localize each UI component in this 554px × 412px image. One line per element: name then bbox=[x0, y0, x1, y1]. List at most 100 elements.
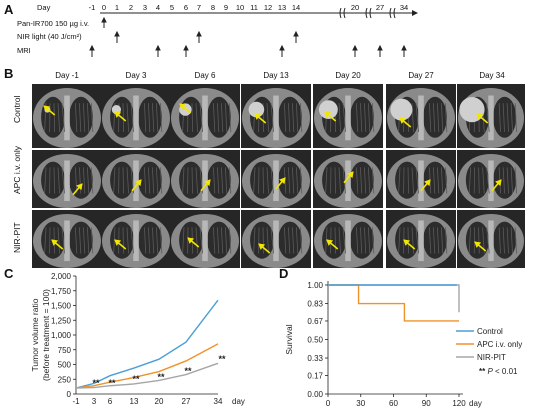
mri-lung-left bbox=[250, 221, 274, 259]
mri-vessel bbox=[510, 103, 513, 133]
mri-mediastinum bbox=[133, 220, 139, 262]
timeline-day-16: 20 bbox=[350, 3, 360, 12]
chartC-y-tick-label: 1,500 bbox=[51, 302, 72, 311]
mri-tumor bbox=[459, 97, 485, 123]
mri-vessel bbox=[342, 103, 346, 133]
chartD-x-label: day bbox=[469, 399, 482, 408]
chartC-significance-4: ** bbox=[184, 366, 192, 376]
mri-mediastinum bbox=[418, 95, 424, 141]
panel-label-d: D bbox=[279, 266, 289, 281]
mri-vessel bbox=[217, 227, 220, 254]
mri-vessel bbox=[288, 103, 291, 133]
chartC-y-tick-label: 250 bbox=[58, 375, 72, 384]
mri-vessel bbox=[502, 227, 505, 254]
mri-vessel bbox=[61, 227, 65, 254]
mri-day-header-3: Day 13 bbox=[263, 71, 289, 80]
mri-image-r1-c5 bbox=[386, 150, 456, 208]
mri-vessel bbox=[44, 227, 47, 254]
mri-vessel bbox=[502, 167, 505, 194]
chartD-y-tick-label: 0.67 bbox=[307, 317, 323, 326]
mri-vessel bbox=[182, 167, 185, 194]
mri-vessel bbox=[75, 103, 78, 133]
mri-row-label-control: Control bbox=[12, 95, 22, 123]
mri-vessel bbox=[270, 103, 274, 133]
mri-image-r2-c5 bbox=[386, 210, 456, 268]
mri-image-r1-c2 bbox=[170, 150, 240, 208]
mri-vessel bbox=[498, 103, 501, 133]
mri-arrow bbox=[51, 239, 64, 250]
chartD-series-2 bbox=[328, 284, 460, 313]
mri-vessel bbox=[87, 103, 90, 133]
mri-vessel bbox=[83, 227, 86, 254]
mri-vessel bbox=[126, 167, 129, 194]
mri-vessel bbox=[296, 167, 299, 194]
chartD-y-label: Survival bbox=[284, 324, 294, 354]
mri-lung-right bbox=[69, 221, 93, 259]
mri-vessel bbox=[364, 103, 367, 133]
mri-vessel bbox=[368, 167, 371, 194]
chartD-y-tick-label: 0.50 bbox=[307, 336, 323, 345]
mri-arrow-head bbox=[204, 179, 211, 187]
mri-lung-left bbox=[250, 161, 274, 199]
chartC-series-2 bbox=[75, 362, 219, 389]
mri-lung-right bbox=[138, 161, 162, 199]
chartD-y-tick-label: 0.33 bbox=[307, 354, 323, 363]
mri-lung-right bbox=[207, 96, 231, 138]
mri-vessel bbox=[266, 103, 269, 133]
mri-vessel bbox=[300, 227, 303, 254]
mri-arrow bbox=[200, 179, 211, 192]
mri-arrow bbox=[43, 105, 56, 116]
mri-vessel bbox=[433, 103, 436, 133]
mri-vessel bbox=[199, 103, 203, 133]
mri-vessel bbox=[152, 227, 155, 254]
mri-image-r0-c5 bbox=[386, 84, 456, 148]
mri-vessel bbox=[113, 167, 116, 194]
timeline-axis bbox=[89, 7, 418, 57]
chartC-x-tick-label: 6 bbox=[108, 397, 113, 406]
mri-arrow bbox=[114, 111, 127, 122]
mri-vessel bbox=[195, 227, 198, 254]
mri-image-r0-c3 bbox=[241, 84, 311, 148]
mri-vessel bbox=[368, 103, 371, 133]
arrow-injection-day0-head bbox=[101, 16, 107, 23]
arrow-nir-day14-head bbox=[293, 30, 299, 37]
mri-lung-right bbox=[423, 161, 447, 199]
chartC-x-label: day bbox=[232, 397, 245, 406]
chartD-y-tick-label: 0.83 bbox=[307, 300, 323, 309]
timeline-day-5: 4 bbox=[155, 3, 161, 12]
mri-arrow bbox=[420, 179, 431, 192]
mri-vessel bbox=[195, 103, 198, 133]
mri-vessel bbox=[300, 103, 303, 133]
mri-vessel bbox=[253, 227, 256, 254]
mri-vessel bbox=[364, 167, 367, 194]
mri-vessel bbox=[338, 167, 341, 194]
mri-image-r2-c2 bbox=[170, 210, 240, 268]
panel-label-a: A bbox=[4, 2, 14, 17]
mri-vessel bbox=[342, 227, 346, 254]
mri-vessel bbox=[411, 227, 414, 254]
chartD-legend-label-1: APC i.v. only bbox=[477, 340, 522, 349]
mri-arrow-head bbox=[347, 171, 354, 179]
chartD-x-tick-label: 120 bbox=[452, 399, 466, 408]
mri-vessel bbox=[398, 167, 401, 194]
mri-arrow-head bbox=[258, 243, 266, 250]
mri-vessel bbox=[514, 167, 517, 194]
mri-day-header-4: Day 20 bbox=[335, 71, 361, 80]
mri-tumor bbox=[111, 105, 121, 115]
mri-vessel bbox=[113, 227, 116, 254]
mri-vessel bbox=[292, 167, 295, 194]
mri-lung-left bbox=[110, 221, 134, 259]
mri-vessel bbox=[415, 167, 419, 194]
timeline-day-15: 14 bbox=[291, 3, 301, 12]
mri-tumor bbox=[248, 101, 265, 118]
chartC-y-label-line1: Tumor volume ratio bbox=[30, 298, 40, 371]
mri-vessel bbox=[225, 227, 228, 254]
mri-lung-left bbox=[322, 221, 346, 259]
mri-mediastinum bbox=[345, 220, 351, 262]
mri-vessel bbox=[75, 167, 78, 194]
mri-arrow bbox=[131, 179, 142, 192]
timeline-day-18: 34 bbox=[399, 3, 409, 12]
mri-lung-right bbox=[138, 96, 162, 138]
mri-vessel bbox=[468, 167, 471, 194]
timeline-day-3: 2 bbox=[128, 3, 134, 12]
